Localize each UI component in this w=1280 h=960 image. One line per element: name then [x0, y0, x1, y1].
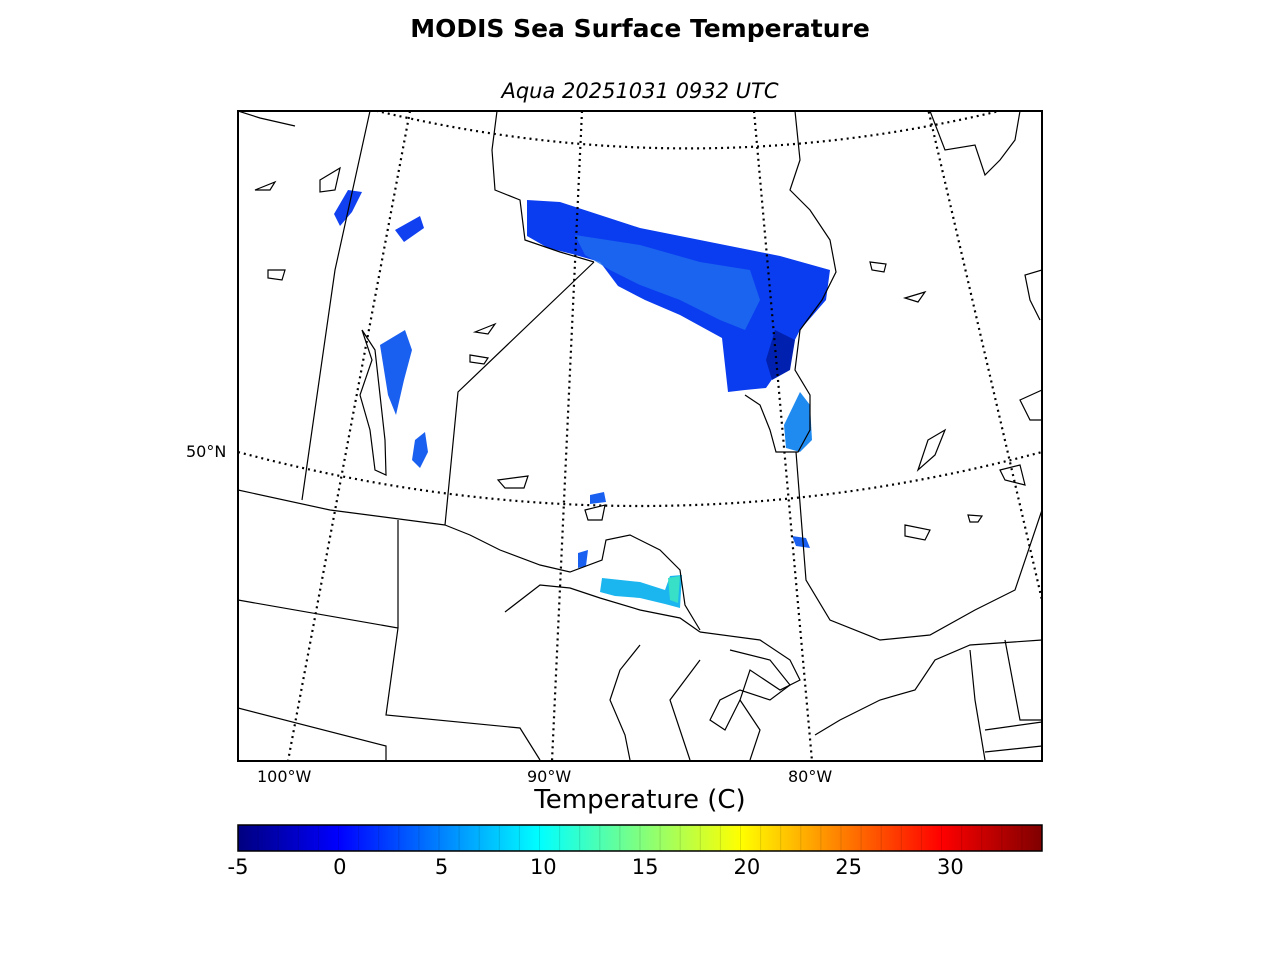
lon-line-100w	[286, 111, 412, 761]
colorbar-tick-label: 30	[937, 855, 964, 879]
colorbar-label: Temperature (C)	[534, 785, 746, 815]
map-frame	[237, 110, 1043, 762]
sst-hudson-bay-dark	[766, 330, 795, 380]
lake-superior-north-shore	[444, 524, 701, 631]
colorbar-tick-label: 15	[631, 855, 659, 879]
sst-lake-5	[590, 492, 606, 504]
ontario-manitoba-border	[444, 261, 595, 526]
james-bay-islands	[869, 261, 984, 523]
lon-line-80w	[752, 111, 814, 761]
coastlines	[238, 111, 1042, 761]
canada-us-border-west	[238, 489, 446, 526]
lake-superior-south-shore	[504, 584, 701, 633]
northwest-coast	[238, 111, 296, 127]
sst-lake-7	[578, 550, 588, 568]
lon-label-80w: 80°W	[788, 767, 833, 786]
lake-winnipeg	[359, 329, 387, 476]
quebec-lakes	[916, 428, 1026, 486]
colorbar-tick-label: 25	[835, 855, 862, 879]
sst-hudson-bay-texture	[575, 235, 760, 330]
sst-lake-1	[334, 190, 362, 226]
lon-line-90w	[550, 111, 584, 761]
hudson-bay-west-coast	[491, 111, 595, 263]
figure-subtitle: Aqua 20251031 0932 UTC	[501, 79, 779, 103]
sst-lake-3	[380, 330, 412, 415]
saskatchewan-manitoba-border	[301, 111, 371, 501]
sst-lake-4	[412, 432, 428, 468]
lat-line-60n	[372, 111, 1004, 150]
graticule	[238, 111, 1042, 761]
hudson-bay-east-coast	[744, 111, 837, 453]
colorbar-tick-label: 10	[529, 855, 557, 879]
lake-huron	[709, 649, 791, 731]
figure-title: MODIS Sea Surface Temperature	[410, 14, 870, 43]
sst-james-bay	[784, 392, 812, 452]
sst-lake-superior-warm	[668, 576, 680, 603]
us-state-borders	[238, 520, 1042, 761]
sst-lake-2	[395, 216, 424, 242]
great-lakes-shores	[609, 631, 801, 761]
colorbar-tick-label: 20	[733, 855, 761, 879]
lat-label-50n: 50°N	[186, 442, 227, 461]
colorbar-tick-label: 0	[333, 855, 347, 879]
lon-line-70w	[927, 111, 1042, 601]
ontario-quebec-border	[795, 451, 1042, 641]
northwest-lakes	[254, 166, 931, 541]
colorbar-tick-label: -5	[227, 855, 249, 879]
lon-label-90w: 90°W	[527, 767, 572, 786]
sst-lake-superior	[600, 575, 682, 608]
lon-label-100w: 100°W	[257, 767, 312, 786]
lake-ontario	[814, 639, 1042, 736]
quebec-north-coast	[929, 111, 1042, 421]
sst-data	[334, 190, 830, 608]
colorbar-tick-label: 5	[434, 855, 449, 879]
sst-lake-6	[792, 536, 810, 548]
